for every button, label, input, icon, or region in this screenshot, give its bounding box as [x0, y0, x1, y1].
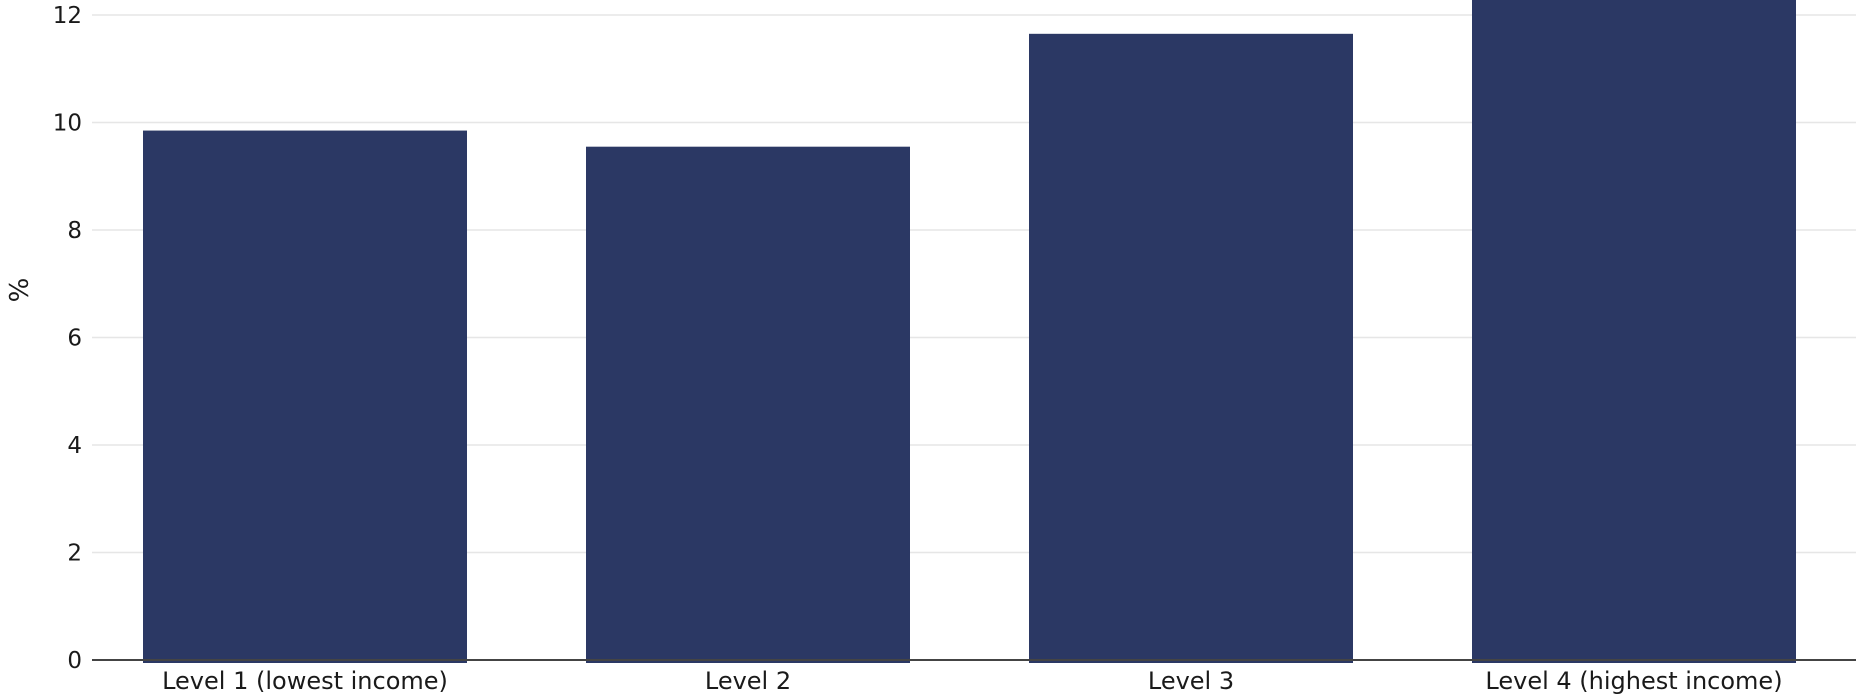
y-tick-label: 2 [67, 541, 82, 567]
y-tick-label: 12 [53, 3, 82, 29]
y-axis-title: % [5, 278, 35, 303]
bar [1472, 0, 1796, 663]
x-tick-label: Level 2 [705, 667, 791, 695]
y-tick-label: 10 [53, 111, 82, 137]
x-tick-label: Level 4 (highest income) [1485, 667, 1782, 695]
bars [143, 0, 1796, 663]
y-tick-label: 6 [67, 326, 82, 352]
x-tick-label: Level 1 (lowest income) [162, 667, 448, 695]
bar [143, 130, 467, 663]
y-tick-label: 0 [67, 648, 82, 674]
bar [586, 146, 910, 663]
y-tick-labels: 0 2 4 6 8 10 12 [53, 3, 82, 674]
x-tick-label: Level 3 [1148, 667, 1234, 695]
y-tick-label: 8 [67, 218, 82, 244]
y-tick-label: 4 [67, 433, 82, 459]
bar [1029, 33, 1353, 663]
x-tick-labels: Level 1 (lowest income) Level 2 Level 3 Lev… [162, 667, 1782, 695]
